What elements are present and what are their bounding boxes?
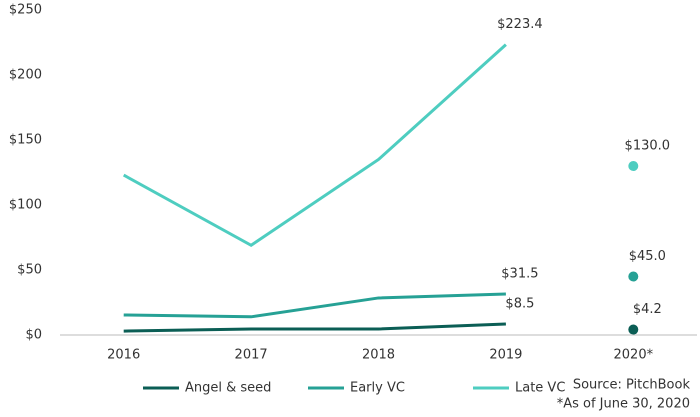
y-tick-label: $200: [9, 68, 42, 83]
value-label: $8.5: [505, 296, 534, 311]
y-tick-label: $50: [17, 263, 42, 278]
y-tick-label: $0: [25, 328, 42, 343]
series-dot: [628, 161, 639, 171]
series-dot: [628, 324, 639, 335]
value-label: $223.4: [497, 17, 543, 32]
series-line: [123, 322, 506, 333]
x-tick-label: 2018: [362, 348, 395, 363]
x-tick-label: 2020*: [614, 348, 654, 363]
value-label: $45.0: [629, 249, 666, 264]
series-line: [122, 43, 507, 248]
footnote: *As of June 30, 2020: [557, 397, 690, 412]
legend-label: Late VC: [515, 381, 565, 396]
value-label: $4.2: [633, 302, 662, 317]
x-tick-label: 2019: [489, 348, 522, 363]
legend-label: Angel & seed: [185, 381, 271, 396]
x-tick-label: 2016: [107, 348, 140, 363]
series-dot: [628, 271, 639, 282]
y-tick-label: $250: [9, 3, 42, 18]
x-tick-label: 2017: [235, 348, 268, 363]
series-line: [123, 292, 506, 319]
source: Source: PitchBook: [573, 378, 691, 393]
value-label: $31.5: [501, 267, 538, 282]
y-tick-label: $100: [9, 198, 42, 213]
value-label: $130.0: [625, 139, 671, 154]
y-tick-label: $150: [9, 133, 42, 148]
legend-label: Early VC: [350, 381, 405, 396]
